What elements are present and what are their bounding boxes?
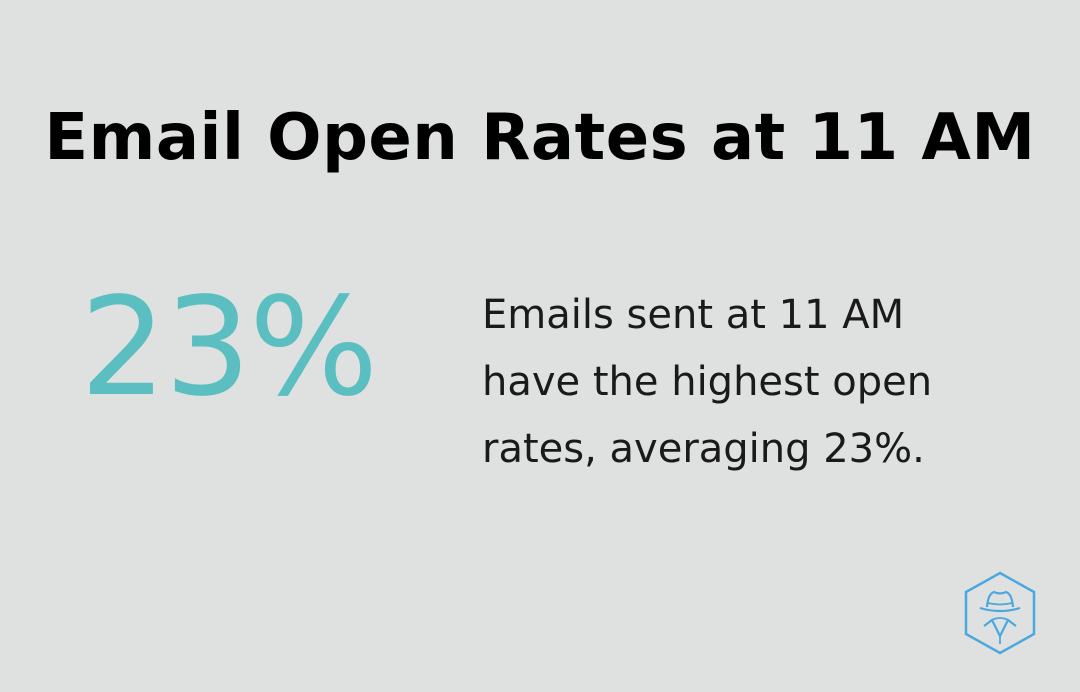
description-line: have the highest open: [482, 359, 933, 405]
stat-description: Emails sent at 11 AM have the highest op…: [482, 282, 1042, 483]
description-line: Emails sent at 11 AM: [482, 292, 905, 338]
stat-value: 23%: [80, 269, 378, 427]
page-title: Email Open Rates at 11 AM: [44, 101, 1036, 175]
brand-logo-icon: [962, 570, 1038, 656]
description-line: rates, averaging 23%.: [482, 426, 925, 472]
